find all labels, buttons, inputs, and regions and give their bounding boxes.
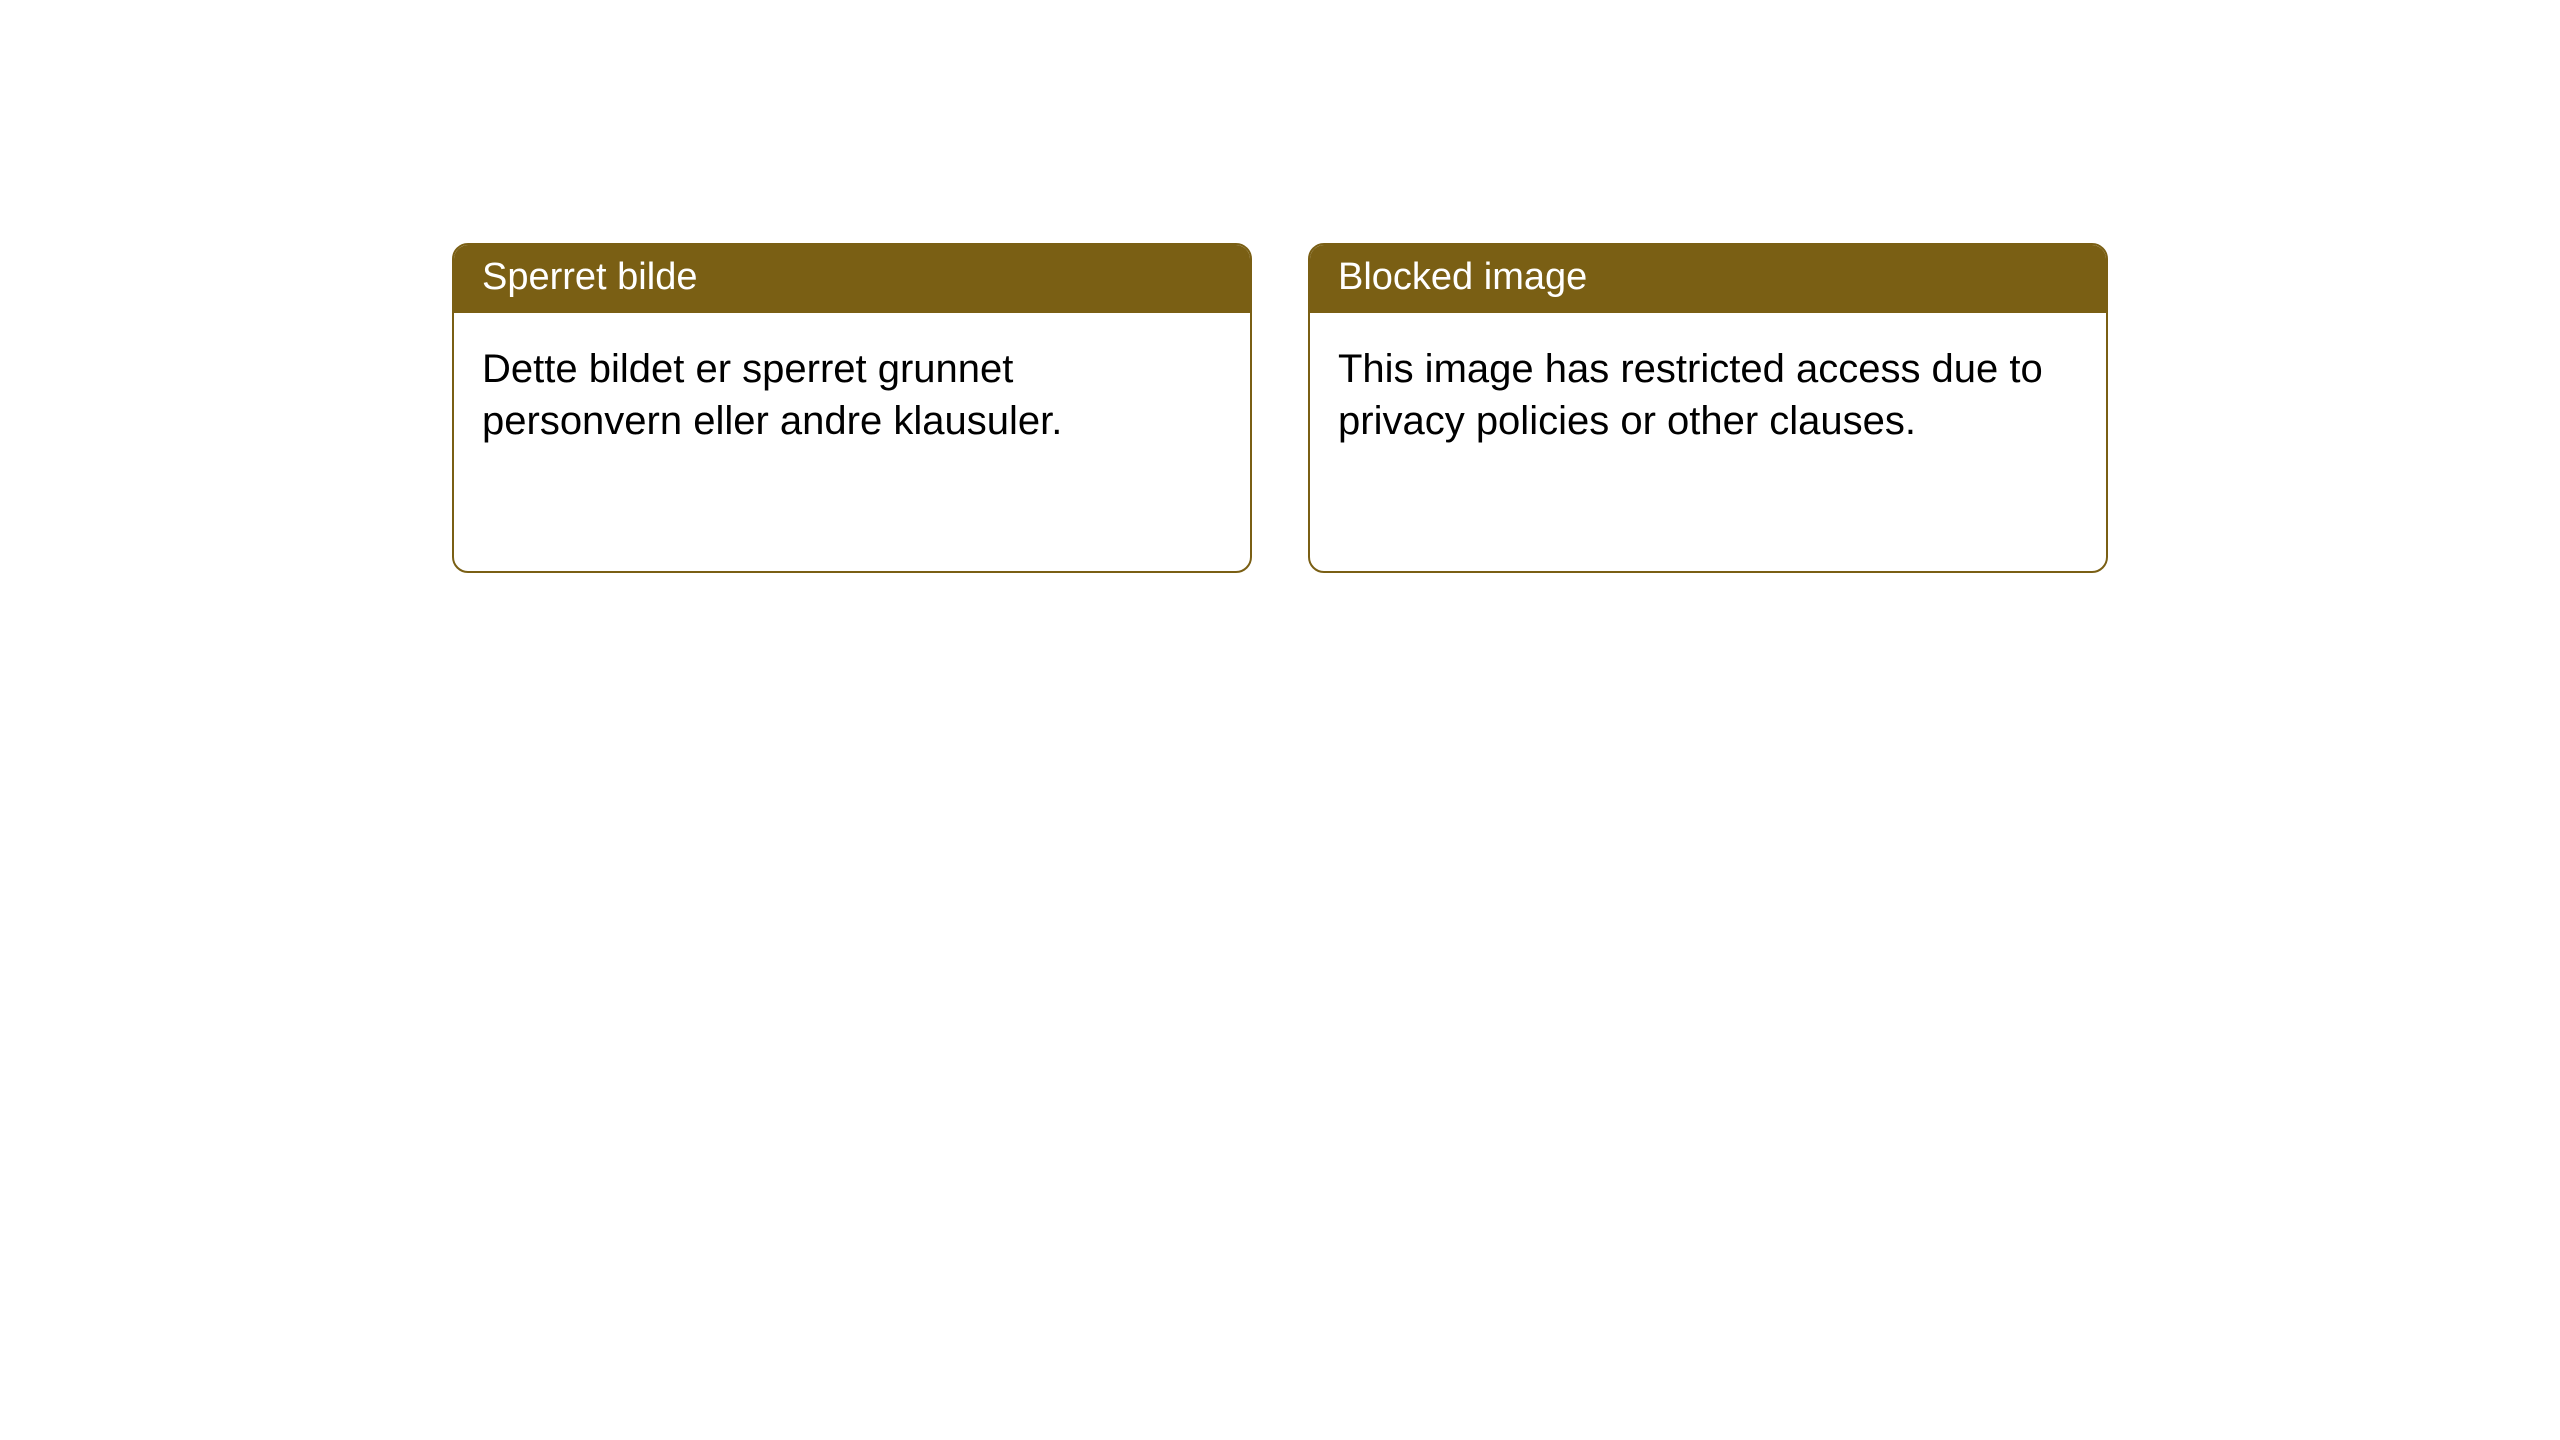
notice-card-english: Blocked image This image has restricted … — [1308, 243, 2108, 573]
notice-card-norwegian: Sperret bilde Dette bildet er sperret gr… — [452, 243, 1252, 573]
notice-cards-row: Sperret bilde Dette bildet er sperret gr… — [452, 243, 2108, 573]
notice-card-title: Blocked image — [1310, 245, 2106, 313]
notice-card-body: This image has restricted access due to … — [1310, 313, 2106, 477]
notice-card-title: Sperret bilde — [454, 245, 1250, 313]
notice-card-body: Dette bildet er sperret grunnet personve… — [454, 313, 1250, 477]
